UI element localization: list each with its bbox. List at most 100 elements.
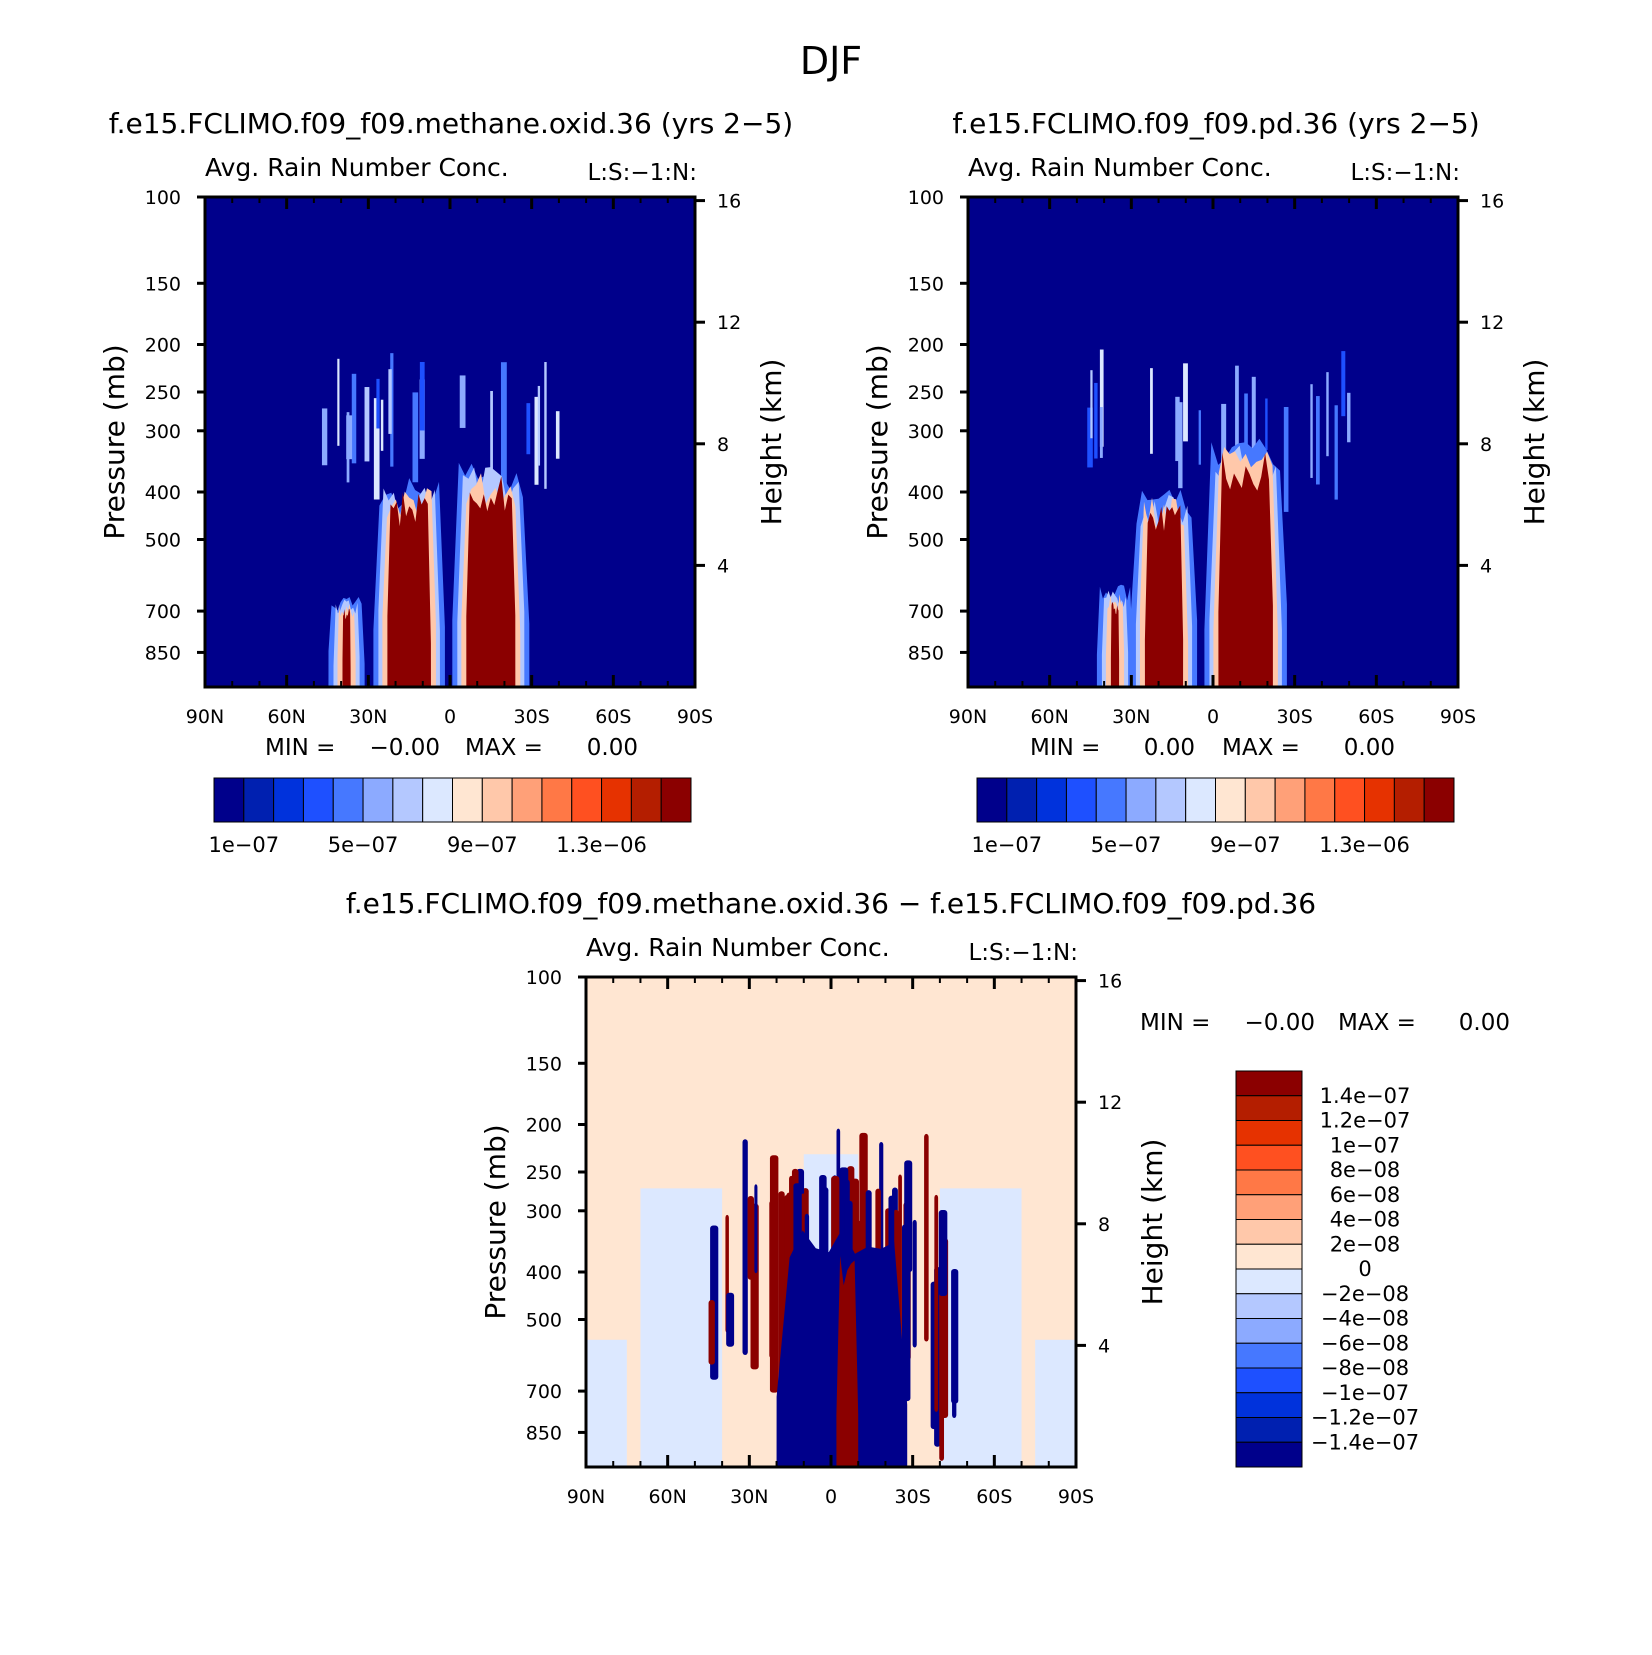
colorbar-label: 1.4e−07 [1320, 1084, 1411, 1108]
contour-core [466, 476, 516, 687]
y-ticks: 100 150 200 250 300 400 500 700 850 [145, 187, 205, 664]
contour-streak [555, 411, 560, 459]
colorbar-swatch [511, 777, 543, 823]
contour-streak [337, 358, 340, 446]
colorbar-swatch [243, 777, 275, 823]
contour-streak [934, 1194, 939, 1412]
colorbar-swatch [1235, 1268, 1303, 1295]
y-tick-label: 400 [908, 482, 944, 504]
x-tick-label: 0 [1207, 706, 1219, 728]
x-tick-label: 90N [949, 706, 987, 728]
contour-patch [640, 1188, 723, 1467]
y2-axis-label: Height (km) [1518, 359, 1551, 526]
contour-streak [534, 396, 539, 485]
colorbar-swatch [1235, 1219, 1303, 1245]
y2-ticks: 16 12 8 4 [1458, 191, 1504, 577]
contour-streak [500, 362, 507, 485]
contour-streak [1178, 402, 1183, 489]
y-axis-label: Pressure (mb) [479, 1124, 512, 1319]
contour-streak [1099, 407, 1103, 458]
contour-streak [490, 390, 493, 496]
colorbar-swatch [1235, 1318, 1303, 1344]
figure-title: DJF [800, 39, 862, 83]
contour-streak [1251, 376, 1256, 451]
contour-streak [1198, 410, 1201, 465]
y-tick-label: 700 [145, 601, 181, 623]
y2-tick-label: 4 [717, 555, 729, 577]
colorbar-swatch [1185, 777, 1216, 823]
colorbar-swatch [302, 777, 334, 823]
y2-tick-label: 12 [1098, 1092, 1122, 1114]
contour-streak [346, 415, 353, 460]
y-tick-label: 200 [908, 335, 944, 357]
x-tick-label: 60N [267, 706, 305, 728]
y2-tick-label: 16 [1098, 971, 1122, 993]
x-ticks: 90N 60N 30N 0 30S 60S 90S [949, 197, 1476, 728]
contour-streak [769, 1200, 778, 1359]
y-ticks: 100 150 200 250 300 400 500 700 850 [526, 967, 586, 1444]
min-value: 0.00 [1144, 735, 1195, 761]
colorbar-swatch [1235, 1144, 1303, 1171]
colorbar-swatch [1155, 777, 1187, 823]
colorbar-swatch [1423, 777, 1455, 823]
contour-core [342, 608, 351, 687]
colorbar-swatch [1393, 777, 1425, 823]
contour-patch [586, 1339, 627, 1467]
contour-streak [912, 1219, 917, 1348]
contour-streak [544, 362, 547, 489]
x-tick-label: 60S [976, 1486, 1012, 1508]
colorbar-swatch [1244, 777, 1276, 823]
y-tick-label: 300 [908, 421, 944, 443]
y2-tick-label: 8 [1098, 1214, 1110, 1236]
y2-axis-label: Height (km) [755, 359, 788, 526]
colorbar-swatch [1235, 1342, 1303, 1369]
max-label: MAX = [1222, 735, 1300, 761]
y2-axis-label: Height (km) [1136, 1139, 1169, 1306]
y2-tick-label: 16 [717, 191, 741, 213]
y-axis-label: Pressure (mb) [98, 344, 131, 539]
y2-tick-label: 8 [1480, 434, 1492, 456]
x-tick-label: 90S [677, 706, 713, 728]
y2-tick-label: 4 [1480, 555, 1492, 577]
y2-tick-label: 8 [717, 434, 729, 456]
contour-streak [1326, 372, 1329, 457]
colorbar-swatch [1235, 1070, 1303, 1097]
x-tick-label: 30N [1112, 706, 1150, 728]
colorbar-swatch [1235, 1194, 1303, 1220]
colorbar-swatch [422, 777, 453, 823]
x-tick-label: 30S [514, 706, 550, 728]
y-tick-label: 100 [908, 187, 944, 209]
y-ticks: 100 150 200 250 300 400 500 700 850 [908, 187, 968, 664]
colorbar-label: 1e−07 [972, 833, 1043, 857]
colorbar-swatch [1215, 777, 1246, 823]
colorbar-label: 1e−07 [1330, 1133, 1401, 1157]
colorbar-label: −6e−08 [1321, 1331, 1409, 1355]
contour-streak [742, 1139, 748, 1356]
contour-core [836, 1255, 859, 1467]
contour-streak [1347, 392, 1351, 443]
y-tick-label: 250 [145, 382, 181, 404]
contour-streak [1087, 407, 1093, 468]
colorbar-swatch [1364, 777, 1395, 823]
x-tick-label: 0 [444, 706, 456, 728]
contour-streak [373, 398, 380, 500]
contour-streak [459, 375, 466, 428]
min-label: MIN = [1140, 1010, 1210, 1036]
x-tick-label: 90N [186, 706, 224, 728]
colorbar-swatch [213, 777, 245, 823]
panel-subtitle: Avg. Rain Number Conc. [586, 933, 890, 962]
colorbar-label: 2e−08 [1330, 1232, 1401, 1256]
colorbar-label: 5e−07 [1091, 833, 1162, 857]
colorbar-swatch [1304, 777, 1336, 823]
panel-methane-oxid: f.e15.FCLIMO.f09_f09.methane.oxid.36 (yr… [98, 107, 793, 857]
panel-title: f.e15.FCLIMO.f09_f09.pd.36 (yrs 2−5) [952, 107, 1479, 140]
colorbar-swatch [1065, 777, 1097, 823]
contour-streak [708, 1300, 715, 1365]
colorbar-label: −2e−08 [1321, 1282, 1409, 1306]
contour-streak [351, 373, 357, 464]
contour-streak [1341, 351, 1346, 417]
colorbar-swatch [1235, 1417, 1303, 1443]
y-tick-label: 500 [526, 1309, 562, 1331]
contour-streak [754, 1184, 758, 1274]
